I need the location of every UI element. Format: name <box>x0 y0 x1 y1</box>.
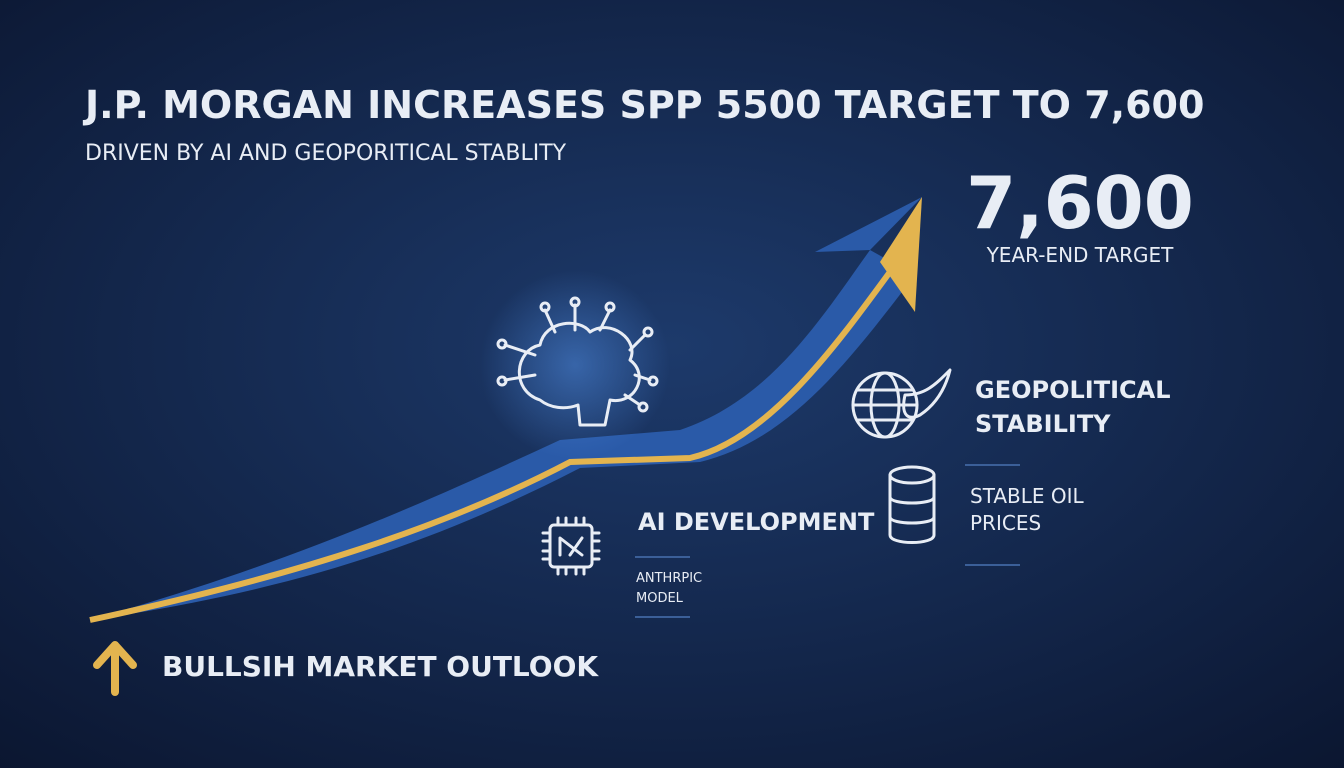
factor-label: GEOPOLITICAL <box>975 376 1171 404</box>
brain-icon <box>480 270 670 460</box>
factor-label: STABILITY <box>975 410 1111 438</box>
factor-label: STABLE OIL <box>970 484 1085 508</box>
factor-note: MODEL <box>636 591 684 606</box>
footer-text: BULLSIH MARKET OUTLOOK <box>162 650 599 683</box>
barrel-icon <box>888 465 936 544</box>
subtitle: DRIVEN BY AI AND GEOPORITICAL STABLITY <box>85 141 567 166</box>
trend-arrow <box>89 197 922 623</box>
up-arrow-icon <box>93 641 137 696</box>
globe-icon <box>851 368 952 439</box>
factor-label: PRICES <box>970 511 1041 535</box>
target-label: YEAR-END TARGET <box>986 243 1175 267</box>
factor-note: ANTHRPIC <box>636 571 702 586</box>
factor-label: AI DEVELOPMENT <box>638 508 875 536</box>
target-value: 7,600 <box>966 161 1194 245</box>
title: J.P. MORGAN INCREASES SPP 5500 TARGET TO… <box>82 83 1204 127</box>
chip-icon <box>541 516 601 576</box>
